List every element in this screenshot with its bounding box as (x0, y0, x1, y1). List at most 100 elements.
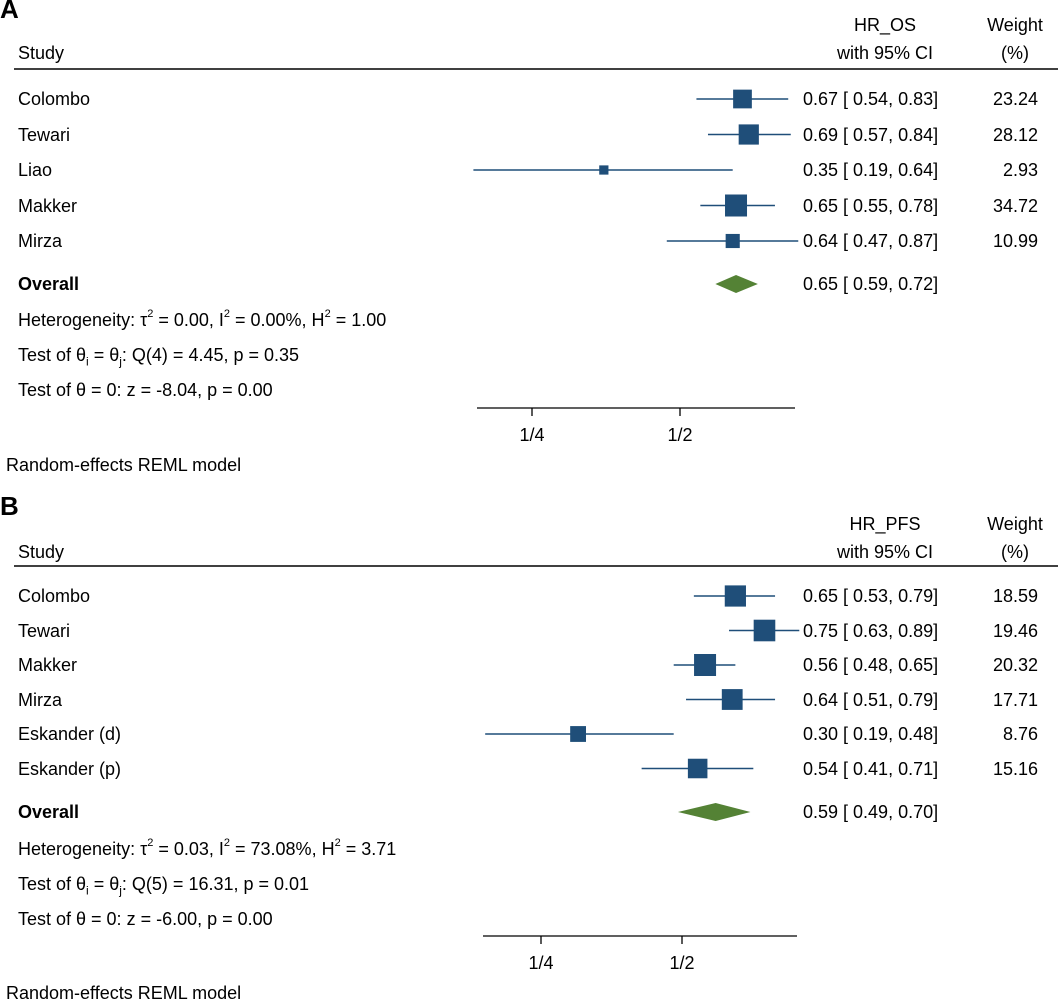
overall-label: Overall (18, 274, 80, 294)
study-hr-ci: 0.30 [ 0.19, 0.48] (803, 724, 939, 744)
study-weight: 28.12 (992, 124, 1038, 145)
study-name: Makker (18, 195, 78, 216)
study-column-header: Study (18, 43, 65, 63)
weight-column-header-line2: (%) (1001, 542, 1029, 562)
study-hr-ci: 0.64 [ 0.51, 0.79] (803, 689, 939, 710)
heterogeneity-prefix: Heterogeneity: τ (18, 839, 148, 859)
study-name: Liao (18, 160, 53, 180)
study-name: Tewari (18, 124, 71, 145)
forest-plot-panel-b: B Study HR_PFS with 95% CI Weight (%) Colombo 0… (0, 491, 1064, 1003)
study-hr-ci: 0.35 [ 0.19, 0.64] (803, 160, 939, 180)
study-effect-box (570, 726, 586, 742)
study-effect-box (733, 89, 752, 109)
heterogeneity-h2: = 1.00 (330, 310, 387, 330)
subscript-j: j (119, 354, 122, 369)
heterogeneity-tau2: = 0.00, I (153, 310, 224, 330)
study-effect-box (725, 233, 740, 249)
panel-label: A (0, 0, 19, 24)
study-effect-box (738, 124, 759, 145)
study-name: Eskander (d) (18, 724, 122, 744)
overall-diamond (715, 275, 758, 293)
test-equality-mid: = θ (88, 345, 120, 365)
x-tick-label: 1/2 (669, 953, 695, 973)
test-equality-suffix: : Q(5) = 16.31, p = 0.01 (121, 874, 310, 894)
study-weight: 2.93 (1002, 160, 1038, 180)
study-name: Tewari (18, 620, 71, 641)
test-equality-stats: Test of θi = θj: Q(4) = 4.45, p = 0.35 (18, 344, 299, 373)
i-squared-exponent: 2 (223, 837, 230, 849)
study-hr-ci: 0.54 [ 0.41, 0.71] (803, 758, 939, 779)
study-effect-box (753, 619, 776, 642)
study-column-header: Study (18, 542, 65, 562)
study-name: Mirza (18, 689, 62, 710)
heterogeneity-i2: = 0.00%, H (230, 310, 325, 330)
study-hr-ci: 0.67 [ 0.54, 0.83] (803, 89, 939, 109)
x-tick-label: 1/4 (519, 425, 545, 445)
effect-column-header-line1: HR_PFS (849, 514, 921, 534)
heterogeneity-prefix: Heterogeneity: τ (18, 310, 148, 330)
h-squared-exponent: 2 (324, 308, 331, 320)
test-equality-prefix: Test of θ (18, 345, 87, 365)
study-weight: 10.99 (992, 231, 1038, 251)
x-tick-label: 1/4 (528, 953, 554, 973)
study-name: Makker (18, 655, 78, 675)
test-zero-stats: Test of θ = 0: z = -6.00, p = 0.00 (18, 909, 273, 929)
study-hr-ci: 0.69 [ 0.57, 0.84] (803, 124, 939, 145)
subscript-i: i (86, 354, 89, 369)
test-equality-prefix: Test of θ (18, 874, 87, 894)
study-hr-ci: 0.65 [ 0.55, 0.78] (803, 195, 939, 216)
effect-column-header-line2: with 95% CI (836, 542, 934, 562)
model-footnote: Random-effects REML model (6, 455, 242, 475)
study-weight: 19.46 (992, 620, 1038, 641)
tau-squared-exponent: 2 (147, 308, 154, 320)
study-name: Mirza (18, 231, 62, 251)
heterogeneity-tau2: = 0.03, I (153, 839, 224, 859)
study-weight: 15.16 (992, 758, 1038, 779)
heterogeneity-stats: Heterogeneity: τ2 = 0.00, I2 = 0.00%, H2… (18, 308, 387, 334)
study-effect-box (724, 585, 746, 607)
subscript-j: j (119, 883, 122, 898)
study-weight: 23.24 (992, 89, 1038, 109)
study-weight: 8.76 (1002, 724, 1038, 744)
subscript-i: i (86, 883, 89, 898)
model-footnote: Random-effects REML model (6, 983, 242, 1003)
effect-column-header-line2: with 95% CI (836, 43, 934, 63)
study-effect-box (721, 689, 743, 710)
heterogeneity-h2: = 3.71 (340, 839, 397, 859)
study-effect-box (694, 654, 717, 676)
i-squared-exponent: 2 (223, 308, 230, 320)
study-weight: 34.72 (992, 195, 1038, 216)
study-effect-box (725, 194, 748, 217)
effect-column-header-line1: HR_OS (853, 15, 916, 35)
heterogeneity-i2: = 73.08%, H (230, 839, 335, 859)
overall-hr-ci: 0.65 [ 0.59, 0.72] (803, 274, 939, 294)
plot-canvas (14, 68, 1058, 416)
test-equality-stats: Test of θi = θj: Q(5) = 16.31, p = 0.01 (18, 873, 309, 902)
study-weight: 20.32 (992, 655, 1038, 675)
h-squared-exponent: 2 (334, 837, 341, 849)
heterogeneity-stats: Heterogeneity: τ2 = 0.03, I2 = 73.08%, H… (18, 837, 397, 863)
panel-label: B (0, 491, 19, 521)
study-weight: 18.59 (992, 586, 1038, 606)
study-hr-ci: 0.64 [ 0.47, 0.87] (803, 231, 939, 251)
study-name: Colombo (18, 586, 91, 606)
weight-column-header-line1: Weight (987, 15, 1043, 35)
study-effect-box (687, 758, 708, 779)
test-equality-suffix: : Q(4) = 4.45, p = 0.35 (121, 345, 300, 365)
test-zero-stats: Test of θ = 0: z = -8.04, p = 0.00 (18, 380, 273, 400)
study-name: Eskander (p) (18, 758, 122, 779)
overall-hr-ci: 0.59 [ 0.49, 0.70] (803, 802, 939, 822)
study-weight: 17.71 (992, 689, 1038, 710)
overall-label: Overall (18, 802, 80, 822)
study-effect-box (599, 165, 609, 175)
overall-diamond (677, 803, 751, 821)
plot-canvas (14, 565, 1058, 944)
study-hr-ci: 0.75 [ 0.63, 0.89] (803, 620, 939, 641)
test-equality-mid: = θ (88, 874, 120, 894)
tau-squared-exponent: 2 (147, 837, 154, 849)
study-hr-ci: 0.65 [ 0.53, 0.79] (803, 586, 939, 606)
study-name: Colombo (18, 89, 91, 109)
weight-column-header-line2: (%) (1001, 43, 1029, 63)
study-hr-ci: 0.56 [ 0.48, 0.65] (803, 655, 939, 675)
